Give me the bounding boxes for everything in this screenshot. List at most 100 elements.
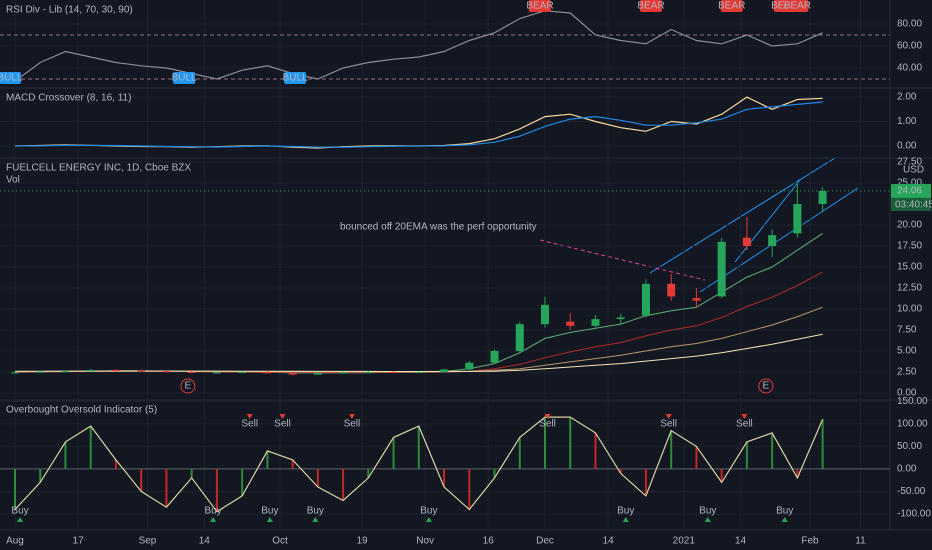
candle-body (339, 372, 348, 374)
y-tick-label: 40.00 (897, 63, 922, 74)
last-price-box (891, 183, 931, 198)
signal-arrow (17, 517, 24, 522)
x-tick-label: Oct (272, 536, 288, 547)
candle-body (768, 235, 777, 247)
x-tick-label: 17 (73, 536, 85, 547)
candle-body (162, 371, 171, 373)
signal-label: BULL (172, 73, 197, 84)
signal-label: Sell (241, 419, 258, 430)
signal-arrow (266, 517, 273, 522)
y-tick-label: 20.00 (897, 220, 922, 231)
candle-body (86, 369, 95, 372)
candle-body (263, 372, 272, 374)
panel-title: FUELCELL ENERGY INC, 1D, Cboe BZX (6, 163, 191, 174)
signal-arrow (210, 517, 217, 522)
panel-title: MACD Crossover (8, 16, 11) (6, 93, 131, 104)
signal-arrow (781, 517, 788, 522)
candle-body (288, 373, 297, 375)
signal-label: Sell (660, 419, 677, 430)
signal-arrow (704, 517, 711, 522)
candle-body (61, 371, 70, 373)
candle-body (591, 319, 600, 326)
drawings (539, 157, 859, 293)
candle-body (692, 298, 701, 301)
signal-label: Buy (699, 506, 716, 517)
candle-body (36, 371, 45, 373)
countdown-box (891, 197, 931, 211)
signal-label: Buy (420, 506, 437, 517)
currency-label: USD (903, 165, 924, 176)
x-tick-label: 14 (603, 536, 615, 547)
panel-title: RSI Div - Lib (14, 70, 30, 90) (6, 5, 133, 16)
candle-body (111, 369, 120, 371)
countdown-label: 03:40:45 (895, 200, 932, 211)
candle-body (187, 372, 196, 374)
earnings-marker (758, 378, 774, 394)
signal-label: Sell (736, 419, 753, 430)
signal-label: BEAR (637, 1, 664, 12)
x-tick-label: Aug (6, 536, 24, 547)
signal-label: BEAR (771, 1, 798, 12)
signal-label: Buy (261, 506, 278, 517)
signal-badge (0, 72, 21, 84)
y-tick-label: 7.50 (897, 325, 917, 336)
y-tick-label: 17.50 (897, 241, 922, 252)
y-tick-label: 0.00 (897, 464, 917, 475)
signal-arrow (544, 414, 551, 419)
y-tick-label: -100.00 (897, 509, 931, 520)
last-price-label: 24.06 (897, 186, 922, 197)
signal-label: Buy (204, 506, 221, 517)
x-tick-label: Sep (139, 536, 157, 547)
x-tick-label: 11 (855, 536, 866, 547)
y-tick-label: 15.00 (897, 262, 922, 273)
candle-body (10, 372, 19, 374)
trendline (734, 179, 801, 263)
candle-body (515, 324, 524, 352)
x-tick-label: 2021 (673, 536, 696, 547)
earnings-label: E (185, 381, 192, 392)
x-tick-label: 16 (483, 536, 495, 547)
y-tick-label: 2.50 (897, 367, 917, 378)
y-tick-label: 12.50 (897, 283, 922, 294)
signal-arrow (246, 414, 253, 419)
earnings-label: E (762, 381, 769, 392)
y-tick-label: 0.00 (897, 388, 917, 399)
x-tick-label: Feb (801, 536, 819, 547)
x-tick-label: Dec (536, 536, 554, 547)
candle-body (566, 321, 575, 326)
indicator-line (14, 101, 823, 148)
signal-label: BULL (0, 73, 23, 84)
candle-body (540, 304, 549, 325)
trendline (649, 157, 836, 274)
signal-badge (720, 0, 743, 12)
annotation: bounced off 20EMA was the perf opportuni… (340, 222, 537, 233)
x-tick-label: Nov (416, 536, 434, 547)
candle-body (414, 372, 423, 374)
candle-body (465, 362, 474, 370)
signal-label: Sell (539, 419, 556, 430)
candle-body (440, 369, 449, 373)
candle-body (212, 372, 221, 374)
trendline (699, 187, 859, 293)
signal-arrow (622, 517, 629, 522)
signal-label: Sell (274, 419, 291, 430)
candle-body (389, 372, 398, 374)
y-tick-label: 60.00 (897, 41, 922, 52)
candle-body (313, 372, 322, 375)
y-tick-label: 150.00 (897, 396, 928, 407)
signal-label: BEAR (718, 1, 745, 12)
candle-body (616, 317, 625, 320)
y-tick-label: 5.00 (897, 346, 917, 357)
signal-arrow (312, 517, 319, 522)
x-tick-label: 19 (356, 536, 368, 547)
y-tick-label: 25.00 (897, 178, 922, 189)
candle-body (137, 370, 146, 372)
y-tick-label: 50.00 (897, 441, 922, 452)
signal-label: BEAR (784, 1, 811, 12)
x-tick-label: 14 (735, 536, 747, 547)
signal-label: Sell (344, 419, 361, 430)
y-tick-label: 2.00 (897, 92, 917, 103)
y-tick-label: 10.00 (897, 304, 922, 315)
candle-body (238, 372, 247, 374)
